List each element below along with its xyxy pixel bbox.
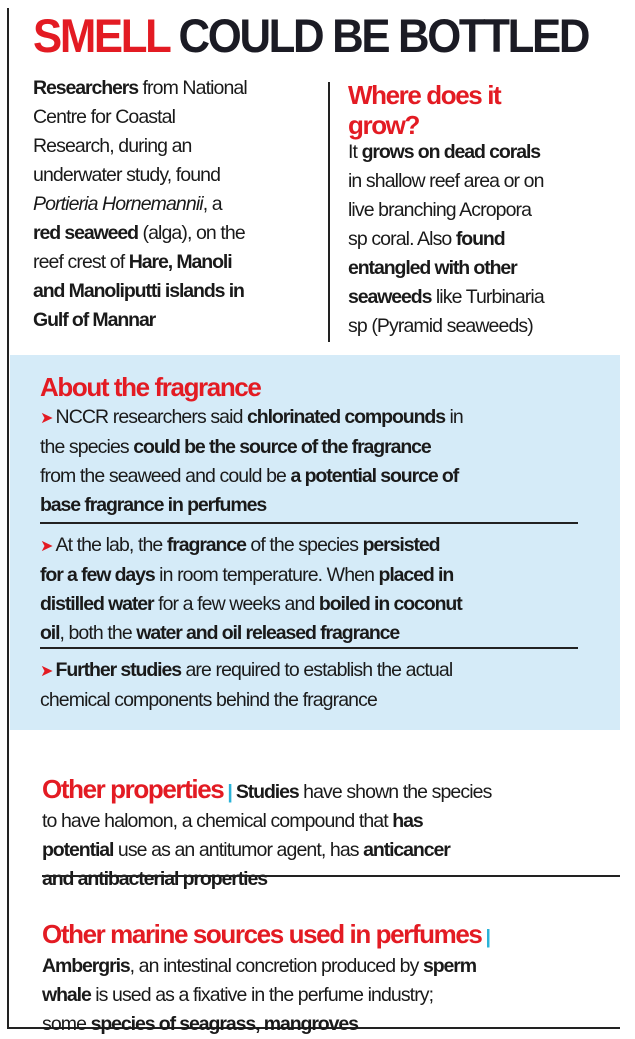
text: for a few weeks and xyxy=(153,593,319,615)
marine-heading: Other marine sources used in perfumes xyxy=(42,919,483,949)
where-heading: Where does it grow? xyxy=(348,80,502,140)
bold-text: boiled in coconut oil xyxy=(40,593,463,644)
separator-bar: | xyxy=(485,926,491,948)
bold-text: persisted for a few days xyxy=(40,534,441,586)
text: It xyxy=(348,141,362,163)
text: in room temperature. When xyxy=(154,564,379,586)
bold-text: chlorinated compounds xyxy=(247,406,446,428)
marine-section: Other marine sources used in perfumes | A… xyxy=(42,890,622,1039)
separator-bar: | xyxy=(227,781,232,803)
text: (alga), on the reef crest of xyxy=(33,222,246,273)
bold-text: anticancer and antibacterial properties xyxy=(42,839,451,890)
text: from National Centre for Coastal Researc… xyxy=(33,77,248,186)
bold-text: Hare, Manoli and Manoliputti islands in … xyxy=(33,251,245,331)
bold-text: has potential xyxy=(42,810,424,861)
text: of the species xyxy=(245,534,363,556)
section-divider xyxy=(42,875,620,877)
bold-text: water and oil released fragrance xyxy=(136,622,400,644)
frame-bottom-rule xyxy=(7,1027,620,1029)
intro-paragraph: Researchers from National Centre for Coa… xyxy=(33,74,323,335)
where-paragraph: It grows on dead corals in shallow reef … xyxy=(348,138,628,341)
text: , a xyxy=(202,193,223,215)
bold-text: red seaweed xyxy=(33,222,139,244)
headline: SMELL COULD BE BOTTLED xyxy=(33,8,591,63)
bullet-arrow-icon: ➤ xyxy=(40,538,53,555)
bullet-arrow-icon: ➤ xyxy=(40,410,53,427)
text: is used as a fixative in the perfume ind… xyxy=(42,984,434,1035)
italic-text: Portieria Hornemannii xyxy=(33,193,204,215)
headline-dark: COULD BE BOTTLED xyxy=(178,9,591,62)
text: like Turbinaria sp (Pyramid seaweeds) xyxy=(348,286,545,337)
text: in the species xyxy=(40,406,464,458)
fragrance-bullet-3: ➤ Further studies are required to establi… xyxy=(40,656,610,715)
frame-left-rule xyxy=(7,8,9,1029)
text: At the lab, the xyxy=(55,534,167,556)
text: , both the xyxy=(59,622,137,644)
bold-text: could be the source of the fragrance xyxy=(133,436,431,458)
text: , an intestinal concretion produced by xyxy=(129,955,423,977)
fragrance-box xyxy=(10,355,620,730)
text: in shallow reef area or on live branchin… xyxy=(348,170,544,250)
marine-body: Ambergris, an intestinal concretion prod… xyxy=(42,955,477,1035)
bold-text: Further studies xyxy=(55,659,183,681)
bold-text: fragrance xyxy=(166,534,247,556)
properties-body: Studies have shown the species to have h… xyxy=(42,781,492,890)
headline-red: SMELL xyxy=(33,9,171,62)
bold-text: species of seagrass, mangroves xyxy=(90,1013,359,1035)
fragrance-bullet-1: ➤ NCCR researchers said chlorinated compo… xyxy=(40,403,610,520)
bold-text: placed in distilled water xyxy=(40,564,454,615)
fragrance-heading: About the fragrance xyxy=(40,372,262,402)
bold-text: sperm whale xyxy=(42,955,477,1006)
bullet-divider xyxy=(40,647,578,649)
properties-heading: Other properties xyxy=(42,774,225,804)
bold-text: found entangled with other seaweeds xyxy=(348,228,518,308)
properties-section: Other properties | Studies have shown the … xyxy=(42,745,622,894)
bold-text: a potential source of base fragrance in … xyxy=(40,465,459,516)
text: have shown the species to have halomon, … xyxy=(42,781,492,832)
bullet-arrow-icon: ➤ xyxy=(40,663,53,680)
fragrance-bullet-2: ➤ At the lab, the fragrance of the specie… xyxy=(40,531,610,648)
bold-text: Researchers xyxy=(33,77,139,99)
column-divider xyxy=(328,82,330,342)
bold-text: Studies xyxy=(235,781,300,803)
bullet-divider xyxy=(40,522,578,524)
bold-text: Ambergris xyxy=(42,955,131,977)
text: use as an antitumor agent, has xyxy=(113,839,364,861)
text: are required to establish the actual che… xyxy=(40,659,453,711)
text: NCCR researchers said xyxy=(55,406,248,428)
bold-text: grows on dead corals xyxy=(361,141,542,163)
text: from the seaweed and could be xyxy=(40,465,287,487)
